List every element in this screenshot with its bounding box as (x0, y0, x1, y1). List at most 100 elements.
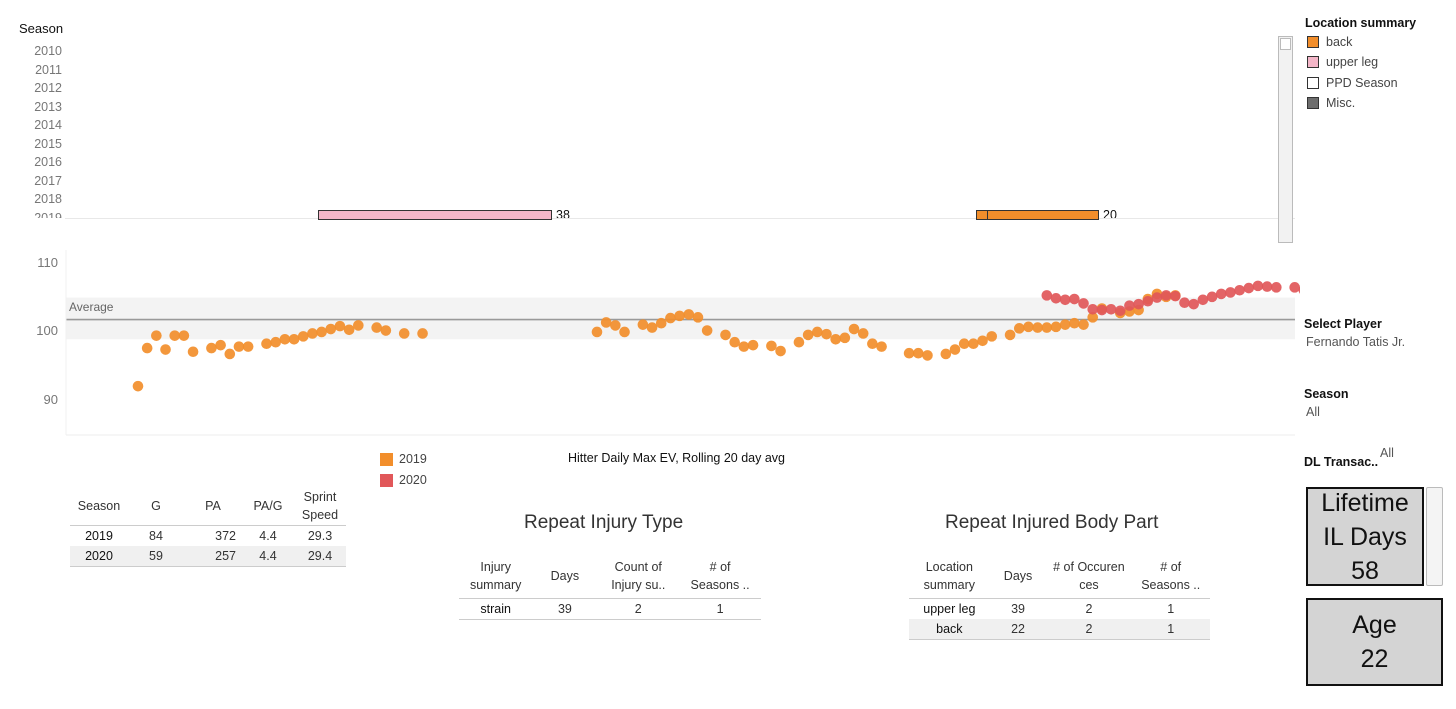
data-point-2019[interactable] (343, 324, 355, 336)
data-point-2020[interactable] (1271, 282, 1282, 293)
data-point-2019[interactable] (747, 339, 759, 351)
data-point-2020[interactable] (1215, 288, 1227, 300)
data-point-2020[interactable] (1078, 298, 1089, 309)
data-point-2020[interactable] (1105, 303, 1117, 315)
data-point-2020[interactable] (1059, 294, 1071, 306)
data-point-2019[interactable] (1059, 319, 1071, 330)
data-point-2019[interactable] (288, 334, 300, 345)
data-point-2019[interactable] (839, 332, 851, 344)
data-point-2019[interactable] (187, 346, 199, 358)
data-point-2020[interactable] (1243, 282, 1255, 294)
data-point-2019[interactable] (224, 348, 236, 360)
dl-transaction-filter-dropdown[interactable]: All (1380, 446, 1394, 460)
data-point-2019[interactable] (215, 339, 226, 351)
data-point-2019[interactable] (738, 341, 750, 352)
data-point-2019[interactable] (297, 331, 309, 342)
data-point-2019[interactable] (398, 328, 410, 339)
select-player-dropdown[interactable]: Fernando Tatis Jr. (1306, 335, 1406, 349)
data-point-2019[interactable] (417, 328, 428, 339)
data-point-2019[interactable] (1087, 312, 1099, 323)
data-point-2019[interactable] (270, 336, 282, 348)
data-point-2020[interactable] (1170, 290, 1181, 302)
data-point-2019[interactable] (160, 344, 171, 355)
legend-item-ppd-season[interactable]: PPD Season (1307, 76, 1398, 90)
data-point-2019[interactable] (913, 347, 924, 359)
data-point-2019[interactable] (1004, 329, 1016, 341)
data-point-2019[interactable] (775, 345, 786, 357)
kpi-scrollbar[interactable] (1426, 487, 1443, 586)
data-point-2019[interactable] (802, 329, 814, 341)
data-point-2019[interactable] (591, 326, 603, 338)
data-point-2019[interactable] (261, 338, 272, 349)
data-point-2019[interactable] (353, 320, 364, 331)
data-point-2019[interactable] (1013, 323, 1025, 334)
data-point-2019[interactable] (848, 323, 860, 335)
data-point-2019[interactable] (701, 325, 713, 336)
data-point-2019[interactable] (279, 334, 291, 345)
data-point-2020[interactable] (1124, 300, 1135, 311)
gantt-scrollbar[interactable] (1278, 36, 1293, 243)
data-point-2019[interactable] (242, 341, 254, 352)
legend-item-back[interactable]: back (1307, 35, 1352, 49)
data-point-2019[interactable] (903, 347, 915, 359)
gantt-bar-upper-leg[interactable] (318, 210, 552, 220)
data-point-2019[interactable] (958, 338, 970, 349)
data-point-2019[interactable] (986, 331, 998, 342)
data-point-2020[interactable] (1069, 293, 1080, 305)
data-point-2019[interactable] (132, 380, 144, 392)
data-point-2020[interactable] (1197, 294, 1209, 306)
season-filter-dropdown[interactable]: All (1306, 405, 1320, 419)
data-point-2019[interactable] (325, 323, 337, 335)
data-point-2019[interactable] (151, 330, 162, 341)
data-point-2019[interactable] (857, 328, 869, 339)
data-point-2019[interactable] (1023, 321, 1034, 333)
data-point-2019[interactable] (692, 312, 704, 323)
gantt-bar-back[interactable] (976, 210, 1099, 220)
series-legend-2019[interactable]: 2019 (380, 452, 427, 466)
data-point-2019[interactable] (793, 336, 805, 348)
data-point-2019[interactable] (619, 326, 630, 338)
data-point-2019[interactable] (169, 330, 181, 341)
data-point-2019[interactable] (380, 325, 392, 336)
data-point-2019[interactable] (141, 342, 153, 354)
data-point-2020[interactable] (1160, 290, 1172, 301)
data-point-2019[interactable] (206, 342, 217, 354)
data-point-2020[interactable] (1096, 304, 1108, 316)
data-point-2019[interactable] (655, 317, 667, 329)
data-point-2020[interactable] (1151, 292, 1163, 303)
data-point-2019[interactable] (1050, 321, 1062, 333)
data-point-2019[interactable] (766, 340, 777, 352)
data-point-2019[interactable] (665, 312, 676, 324)
data-point-2019[interactable] (178, 330, 190, 341)
data-point-2019[interactable] (876, 341, 887, 352)
data-point-2020[interactable] (1114, 305, 1126, 317)
data-point-2019[interactable] (949, 344, 961, 355)
data-point-2020[interactable] (1142, 295, 1154, 307)
data-point-2019[interactable] (674, 310, 685, 322)
data-point-2019[interactable] (233, 341, 245, 352)
data-point-2019[interactable] (637, 319, 649, 330)
series-legend-2020[interactable]: 2020 (380, 473, 427, 487)
data-point-2020[interactable] (1179, 297, 1190, 309)
data-point-2019[interactable] (1069, 317, 1080, 329)
data-point-2019[interactable] (683, 309, 695, 320)
gantt-scrollbar-thumb[interactable] (1280, 38, 1291, 50)
data-point-2019[interactable] (316, 326, 327, 338)
data-point-2019[interactable] (600, 317, 612, 328)
data-point-2019[interactable] (1078, 319, 1089, 330)
data-point-2019[interactable] (922, 350, 933, 361)
data-point-2019[interactable] (646, 322, 658, 333)
legend-item-upper-leg[interactable]: upper leg (1307, 55, 1378, 69)
data-point-2020[interactable] (1298, 285, 1300, 296)
data-point-2020[interactable] (1252, 280, 1264, 292)
data-point-2019[interactable] (821, 328, 832, 340)
data-point-2020[interactable] (1261, 281, 1273, 292)
data-point-2019[interactable] (334, 320, 346, 332)
data-point-2019[interactable] (610, 320, 621, 331)
data-point-2020[interactable] (1225, 287, 1236, 298)
data-point-2020[interactable] (1041, 290, 1053, 301)
data-point-2019[interactable] (830, 334, 841, 345)
data-point-2019[interactable] (1032, 322, 1043, 333)
data-point-2020[interactable] (1234, 284, 1245, 296)
data-point-2020[interactable] (1206, 291, 1218, 303)
